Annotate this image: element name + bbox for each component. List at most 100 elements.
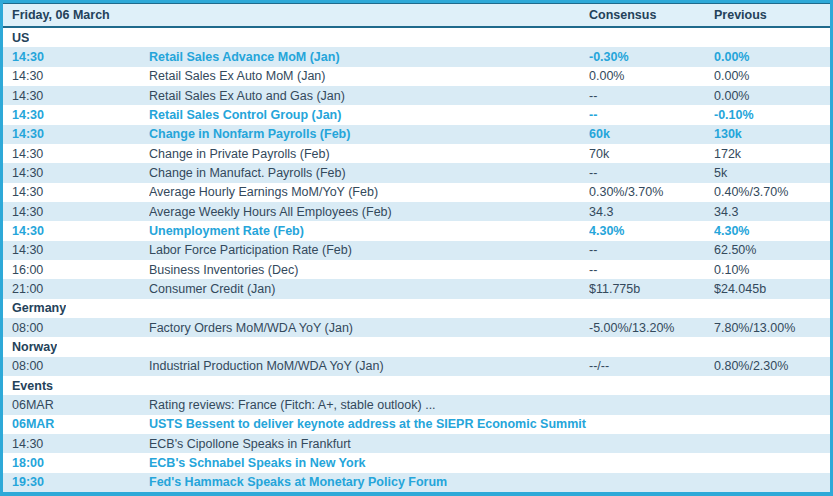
table-row: 14:30Retail Sales Control Group (Jan)---…	[3, 105, 830, 124]
previous-value: 5k	[714, 166, 830, 180]
previous-value: 0.00%	[714, 69, 830, 83]
previous-value: 34.3	[714, 205, 830, 219]
previous-column-header: Previous	[714, 8, 830, 22]
table-header: Friday, 06 March Consensus Previous	[3, 3, 830, 28]
consensus-value: 70k	[589, 147, 714, 161]
table-row: 19:30Fed's Hammack Speaks at Monetary Po…	[3, 473, 830, 492]
event-name: Rating reviews: France (Fitch: A+, stabl…	[149, 398, 589, 412]
event-name: Business Inventories (Dec)	[149, 263, 589, 277]
previous-value: 0.10%	[714, 263, 830, 277]
consensus-value: 34.3	[589, 205, 714, 219]
event-time: 14:30	[3, 205, 149, 219]
consensus-value: --	[589, 243, 714, 257]
event-time: 14:30	[3, 147, 149, 161]
event-time: 14:30	[3, 243, 149, 257]
event-name: Change in Private Payrolls (Feb)	[149, 147, 589, 161]
event-name: Change in Nonfarm Payrolls (Feb)	[149, 127, 589, 141]
previous-value: 62.50%	[714, 243, 830, 257]
event-time: 16:00	[3, 263, 149, 277]
event-time: 21:00	[3, 282, 149, 296]
event-name: Average Hourly Earnings MoM/YoY (Feb)	[149, 185, 589, 199]
table-row: 14:30Average Hourly Earnings MoM/YoY (Fe…	[3, 183, 830, 202]
table-row: 14:30Labor Force Participation Rate (Feb…	[3, 241, 830, 260]
event-time: 18:00	[3, 456, 149, 470]
event-name: Labor Force Participation Rate (Feb)	[149, 243, 589, 257]
consensus-value: --	[589, 166, 714, 180]
previous-value: 0.40%/3.70%	[714, 185, 830, 199]
previous-value: 130k	[714, 127, 830, 141]
economic-calendar-table: Friday, 06 March Consensus Previous US 14…	[0, 0, 833, 496]
event-name: Retail Sales Ex Auto and Gas (Jan)	[149, 89, 589, 103]
event-name: Consumer Credit (Jan)	[149, 282, 589, 296]
table-row: 14:30Retail Sales Ex Auto MoM (Jan)0.00%…	[3, 67, 830, 86]
event-time: 14:30	[3, 185, 149, 199]
table-row: 14:30Change in Private Payrolls (Feb)70k…	[3, 144, 830, 163]
section-row: US	[3, 28, 830, 47]
table-row: 06MARUSTS Bessent to deliver keynote add…	[3, 415, 830, 434]
section-row: Events	[3, 376, 830, 395]
consensus-value: --/--	[589, 359, 714, 373]
event-time: 14:30	[3, 89, 149, 103]
previous-value: 172k	[714, 147, 830, 161]
section-row: Norway	[3, 337, 830, 356]
event-name: Retail Sales Ex Auto MoM (Jan)	[149, 69, 589, 83]
table-row: 14:30Retail Sales Ex Auto and Gas (Jan)-…	[3, 86, 830, 105]
event-time: 14:30	[3, 166, 149, 180]
previous-value: -0.10%	[714, 108, 830, 122]
event-name: Retail Sales Control Group (Jan)	[149, 108, 589, 122]
table-row: 21:00Consumer Credit (Jan)$11.775b$24.04…	[3, 279, 830, 298]
section-label: Events	[3, 379, 53, 393]
previous-value: 0.00%	[714, 89, 830, 103]
previous-value: 0.00%	[714, 50, 830, 64]
event-time: 14:30	[3, 127, 149, 141]
event-name: Factory Orders MoM/WDA YoY (Jan)	[149, 321, 589, 335]
consensus-value: --	[589, 89, 714, 103]
previous-value: $24.045b	[714, 282, 830, 296]
table-row: 14:30ECB's Cipollone Speaks in Frankfurt	[3, 434, 830, 453]
date-header: Friday, 06 March	[3, 8, 589, 22]
table-row: 14:30Change in Manufact. Payrolls (Feb)-…	[3, 163, 830, 182]
event-time: 08:00	[3, 359, 149, 373]
event-time: 14:30	[3, 69, 149, 83]
consensus-column-header: Consensus	[589, 8, 714, 22]
event-name: Industrial Production MoM/WDA YoY (Jan)	[149, 359, 589, 373]
consensus-value: -0.30%	[589, 50, 714, 64]
table-row: 06MARRating reviews: France (Fitch: A+, …	[3, 395, 830, 414]
previous-value: 7.80%/13.00%	[714, 321, 830, 335]
table-row: 16:00Business Inventories (Dec)--0.10%	[3, 260, 830, 279]
table-row: 14:30Unemployment Rate (Feb)4.30%4.30%	[3, 221, 830, 240]
section-label: US	[3, 31, 29, 45]
consensus-value: --	[589, 263, 714, 277]
consensus-value: $11.775b	[589, 282, 714, 296]
table-body: US14:30Retail Sales Advance MoM (Jan)-0.…	[3, 28, 830, 492]
consensus-value: --	[589, 108, 714, 122]
table-row: 08:00Factory Orders MoM/WDA YoY (Jan)-5.…	[3, 318, 830, 337]
event-time: 14:30	[3, 108, 149, 122]
consensus-value: 0.30%/3.70%	[589, 185, 714, 199]
event-name: ECB's Cipollone Speaks in Frankfurt	[149, 437, 589, 451]
event-name: ECB's Schnabel Speaks in New York	[149, 456, 589, 470]
event-time: 19:30	[3, 475, 149, 489]
event-time: 14:30	[3, 50, 149, 64]
section-label: Germany	[3, 301, 66, 315]
consensus-value: 0.00%	[589, 69, 714, 83]
event-name: Retail Sales Advance MoM (Jan)	[149, 50, 589, 64]
event-time: 06MAR	[3, 417, 149, 431]
section-row: Germany	[3, 299, 830, 318]
event-name: Unemployment Rate (Feb)	[149, 224, 589, 238]
event-name: Average Weekly Hours All Employees (Feb)	[149, 205, 589, 219]
event-time: 08:00	[3, 321, 149, 335]
event-time: 14:30	[3, 224, 149, 238]
event-name: Fed's Hammack Speaks at Monetary Policy …	[149, 475, 589, 489]
consensus-value: 60k	[589, 127, 714, 141]
table-row: 08:00Industrial Production MoM/WDA YoY (…	[3, 357, 830, 376]
section-label: Norway	[3, 340, 57, 354]
table-row: 14:30Average Weekly Hours All Employees …	[3, 202, 830, 221]
table-row: 14:30Retail Sales Advance MoM (Jan)-0.30…	[3, 47, 830, 66]
previous-value: 0.80%/2.30%	[714, 359, 830, 373]
previous-value: 4.30%	[714, 224, 830, 238]
table-row: 14:30Change in Nonfarm Payrolls (Feb)60k…	[3, 125, 830, 144]
table-row: 18:00ECB's Schnabel Speaks in New York	[3, 453, 830, 472]
consensus-value: -5.00%/13.20%	[589, 321, 714, 335]
event-time: 14:30	[3, 437, 149, 451]
